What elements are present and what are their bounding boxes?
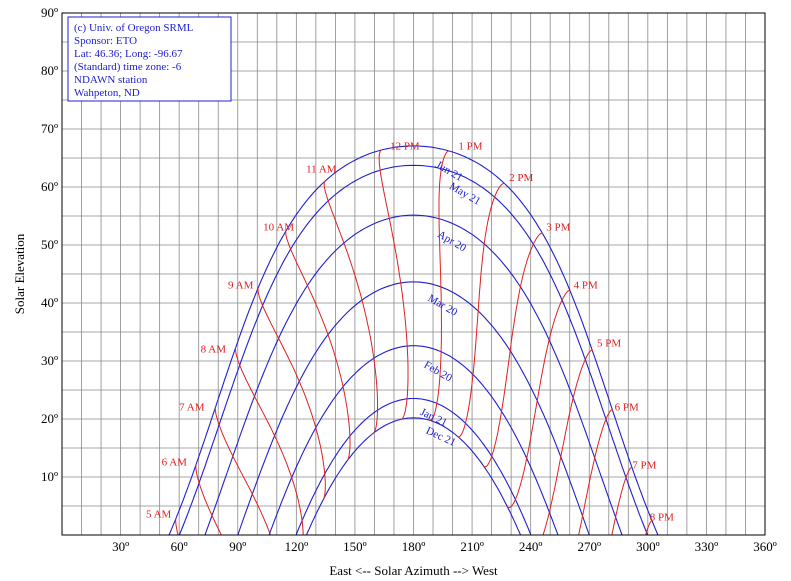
date-curve (168, 145, 659, 535)
hour-curve (483, 232, 544, 468)
x-tick-label: 270º (577, 539, 601, 554)
hour-curve (611, 466, 633, 535)
x-tick-label: 330º (695, 539, 719, 554)
x-tick-labels: 30º 60º 90º 120º 150º 180º 210º 240º 270º 300º 330… (112, 539, 777, 554)
y-tick-label: 10º (41, 469, 58, 484)
date-label: Jun 21 (433, 159, 464, 184)
info-line-credit: (c) Univ. of Oregon SRML (74, 22, 194, 34)
x-tick-label: 360º (753, 539, 777, 554)
y-tick-label: 50º (41, 237, 58, 252)
hour-label: 7 AM (179, 401, 205, 413)
y-tick-label: 40º (41, 295, 58, 310)
x-tick-label: 120º (285, 539, 309, 554)
hour-curve (323, 180, 379, 434)
x-tick-label: 150º (343, 539, 367, 554)
hour-label: 1 PM (458, 140, 482, 152)
date-label: Mar 20 (426, 292, 460, 319)
hour-label: 8 PM (650, 512, 674, 524)
x-tick-label: 300º (636, 539, 660, 554)
hour-label: 2 PM (509, 172, 533, 184)
date-curve (237, 281, 590, 535)
date-curve (295, 397, 532, 535)
x-tick-label: 210º (460, 539, 484, 554)
hour-label: 12 PM (390, 140, 420, 152)
info-box-frame (67, 16, 232, 102)
x-tick-label: 240º (519, 539, 543, 554)
hour-label: 6 AM (162, 456, 188, 468)
date-label: Apr 20 (435, 229, 468, 255)
x-tick-label: 30º (112, 539, 129, 554)
hour-curve (378, 149, 409, 420)
hour-curve (578, 409, 614, 535)
hour-label: 3 PM (546, 222, 570, 234)
hour-label: 6 PM (615, 401, 639, 413)
date-curve (178, 164, 649, 535)
x-tick-label: 180º (402, 539, 426, 554)
hour-label: 7 PM (632, 459, 656, 471)
hour-curves (175, 149, 653, 535)
y-tick-label: 20º (41, 411, 58, 426)
hour-label: 11 AM (306, 164, 337, 176)
hour-curve (195, 464, 222, 535)
date-curve (204, 214, 623, 535)
y-tick-label: 60º (41, 179, 58, 194)
hour-label: 5 PM (597, 338, 621, 350)
y-tick-label: 90º (41, 5, 58, 20)
y-tick-label: 30º (41, 353, 58, 368)
hour-curve (214, 406, 271, 535)
y-axis-title: Solar Elevation (12, 233, 27, 314)
date-curve (268, 345, 559, 535)
hour-label: 9 AM (228, 280, 254, 292)
info-line-timezone: (Standard) time zone: -6 (74, 61, 182, 73)
hour-curve (175, 518, 179, 535)
plot-frame (61, 12, 766, 536)
info-line-sponsor: Sponsor: ETO (74, 35, 137, 47)
date-label: Feb 20 (422, 359, 455, 385)
date-label: Jan 21 (418, 406, 449, 429)
hour-curve (235, 347, 304, 535)
hour-label: 8 AM (201, 343, 227, 355)
hour-curve (506, 290, 571, 509)
y-tick-labels: 10º 20º 30º 40º 50º 60º 70º 80º 90º (41, 5, 58, 484)
info-box: (c) Univ. of Oregon SRML Sponsor: ETO La… (67, 16, 232, 102)
x-tick-label: 60º (171, 539, 188, 554)
hour-label: 4 PM (574, 280, 598, 292)
hour-curve (645, 520, 653, 535)
y-tick-label: 80º (41, 63, 58, 78)
hour-curve (285, 230, 351, 461)
x-tick-label: 90º (229, 539, 246, 554)
info-line-location: Wahpeton, ND (74, 87, 140, 99)
info-line-network: NDAWN station (74, 74, 148, 86)
hour-curve (430, 150, 450, 421)
y-tick-label: 70º (41, 121, 58, 136)
date-curves (168, 145, 659, 535)
hour-label: 5 AM (146, 509, 172, 521)
hour-label: 10 AM (263, 222, 294, 234)
x-axis-title: East <-- Solar Azimuth --> West (329, 563, 498, 578)
hour-curve (542, 349, 594, 535)
info-line-latlong: Lat: 46.36; Long: -96.67 (74, 48, 183, 60)
hour-curve (457, 182, 505, 438)
hour-curve (257, 287, 326, 500)
date-curve (305, 417, 522, 535)
